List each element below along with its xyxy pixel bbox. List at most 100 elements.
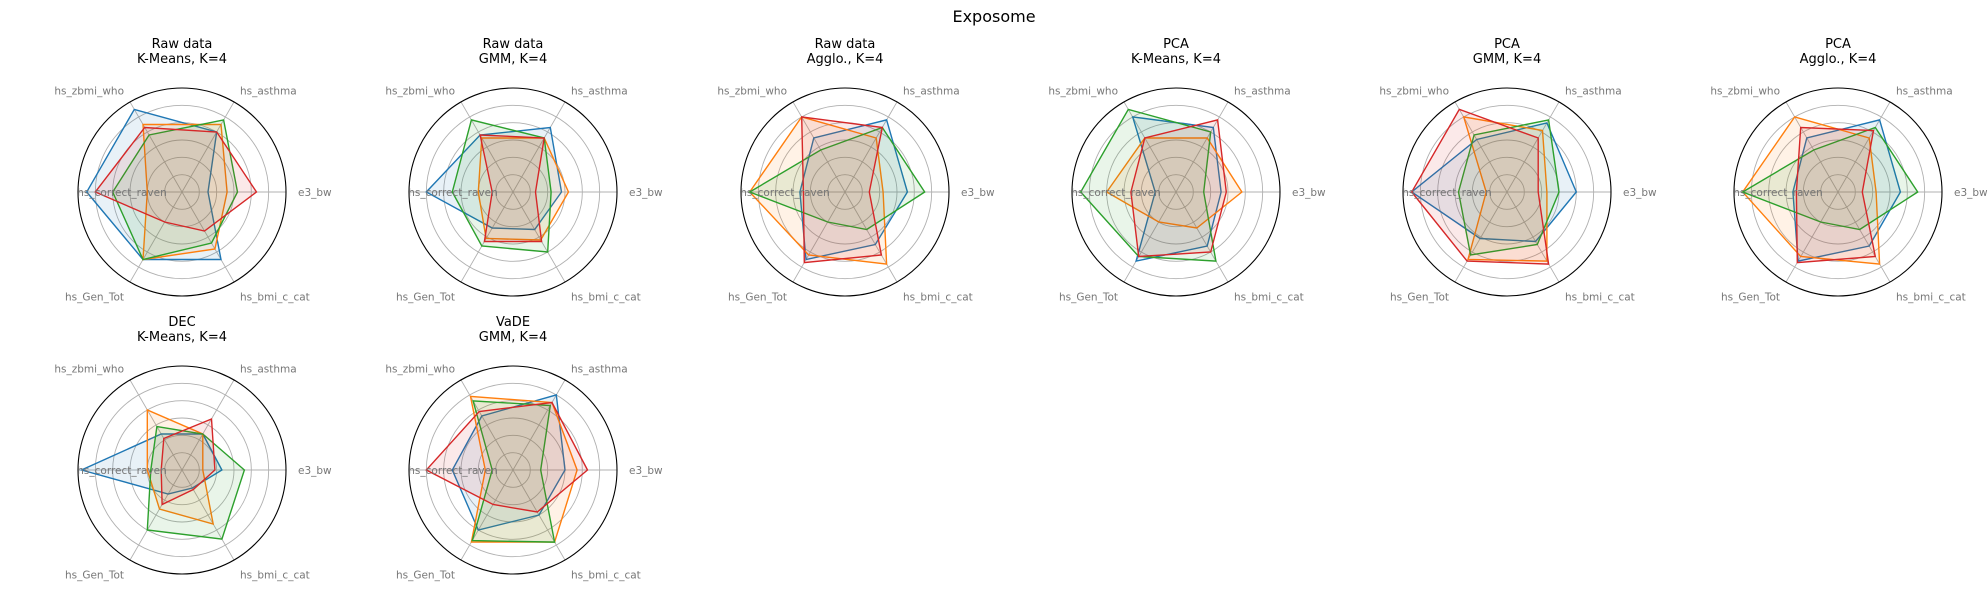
axis-label: hs_zbmi_who [1710, 86, 1780, 98]
axis-label: hs_zbmi_who [717, 86, 787, 98]
axis-label: e3_bw [961, 187, 995, 199]
figure-title: Exposome [952, 7, 1035, 26]
axis-label: hs_zbmi_who [54, 86, 124, 98]
series-polygon-4 [160, 417, 216, 506]
polar-frame [1402, 87, 1612, 297]
axis-label: hs_Gen_Tot [1721, 291, 1780, 303]
axis-spoke [1506, 191, 1560, 283]
series-polygon-4 [800, 116, 884, 264]
polar-frame [408, 365, 618, 575]
series-polygon-3 [471, 400, 556, 543]
axis-label: e3_bw [298, 187, 332, 199]
axis-label: hs_Gen_Tot [728, 291, 787, 303]
series-polygon-2 [142, 123, 228, 261]
axis-label: hs_Gen_Tot [1059, 291, 1118, 303]
axis-spoke [1175, 101, 1229, 193]
axis-label: hs_correct_raven [740, 187, 829, 199]
axis-label: hs_zbmi_who [385, 364, 455, 376]
axis-label: hs_correct_raven [1402, 187, 1491, 199]
axis-spoke [1785, 191, 1839, 283]
radar-panel: e3_bw hs_asthma hs_zbmi_who hs_correct_rave… [385, 37, 663, 303]
polar-frame [77, 87, 287, 297]
axis-label: hs_bmi_c_cat [1565, 291, 1635, 303]
axis-label: hs_Gen_Tot [65, 569, 124, 581]
axis-spoke [181, 379, 235, 471]
axis-label: e3_bw [1623, 187, 1657, 199]
axis-label: hs_zbmi_who [385, 86, 455, 98]
series-polygon-4 [1410, 108, 1550, 265]
axis-spoke [512, 191, 566, 283]
axis-label: hs_bmi_c_cat [571, 291, 641, 303]
axis-spoke [460, 101, 514, 193]
axis-label: hs_asthma [903, 86, 960, 98]
polar-frame [1733, 87, 1943, 297]
radar-panel: e3_bw hs_asthma hs_zbmi_who hs_correct_rave… [54, 37, 332, 303]
subplot-title: Raw data K-Means, K=4 [137, 37, 227, 67]
series-polygon-2 [1462, 116, 1548, 262]
series-polygon-4 [1795, 126, 1877, 264]
series-polygon-2 [1105, 137, 1243, 229]
axis-spoke [460, 469, 514, 561]
axis-label: hs_asthma [240, 86, 297, 98]
axis-label: hs_bmi_c_cat [240, 569, 310, 581]
series-polygon-3 [1741, 126, 1919, 231]
axis-spoke [129, 469, 183, 561]
series-polygon-3 [111, 119, 239, 261]
axis-label: hs_asthma [1234, 86, 1291, 98]
axis-label: hs_correct_raven [77, 187, 166, 199]
series-polygon-1 [425, 126, 563, 231]
series-polygon-1 [1131, 116, 1222, 263]
axis-label: hs_bmi_c_cat [571, 569, 641, 581]
series-polygon-1 [1792, 119, 1902, 262]
axis-spoke [129, 379, 183, 471]
axis-spoke [129, 191, 183, 283]
axis-label: hs_asthma [571, 364, 628, 376]
polar-frame [77, 365, 287, 575]
axis-label: hs_zbmi_who [54, 364, 124, 376]
axis-spoke [1837, 101, 1891, 193]
axis-spoke [1454, 191, 1508, 283]
axis-label: hs_asthma [1565, 86, 1622, 98]
subplot-title: PCA Agglo., K=4 [1800, 37, 1877, 67]
axis-label: e3_bw [629, 187, 663, 199]
axis-label: hs_asthma [1896, 86, 1953, 98]
axis-label: e3_bw [298, 465, 332, 477]
axis-spoke [460, 191, 514, 283]
axis-spoke [1506, 101, 1560, 193]
subplot-title: Raw data GMM, K=4 [479, 37, 547, 67]
series-polygon-4 [425, 401, 589, 513]
axis-label: hs_correct_raven [1071, 187, 1160, 199]
axis-label: hs_correct_raven [77, 465, 166, 477]
axis-spoke [181, 469, 235, 561]
subplot-title: PCA K-Means, K=4 [1131, 37, 1221, 67]
radar-panel: e3_bw hs_asthma hs_zbmi_who hs_correct_rave… [1379, 37, 1657, 303]
axis-label: hs_Gen_Tot [396, 291, 455, 303]
axis-spoke [181, 191, 235, 283]
axis-label: hs_zbmi_who [1048, 86, 1118, 98]
axis-spoke [844, 191, 898, 283]
series-polygon-4 [1130, 119, 1228, 258]
axis-spoke [1123, 191, 1177, 283]
series-polygon-4 [479, 134, 546, 243]
axis-spoke [512, 101, 566, 193]
axis-spoke [129, 101, 183, 193]
series-polygon-3 [1079, 108, 1217, 262]
axis-label: hs_correct_raven [408, 465, 497, 477]
axis-label: hs_Gen_Tot [1390, 291, 1449, 303]
axis-spoke [181, 101, 235, 193]
polar-frame [408, 87, 618, 297]
axis-label: hs_bmi_c_cat [240, 291, 310, 303]
axis-label: hs_zbmi_who [1379, 86, 1449, 98]
axis-label: hs_asthma [571, 86, 628, 98]
radar-panel: e3_bw hs_asthma hs_zbmi_who hs_correct_rave… [385, 315, 663, 581]
axis-spoke [1837, 191, 1891, 283]
subplot-title: VaDE GMM, K=4 [479, 315, 547, 345]
radar-panel: e3_bw hs_asthma hs_zbmi_who hs_correct_rave… [1710, 37, 1988, 303]
axis-label: hs_bmi_c_cat [1896, 291, 1966, 303]
polar-frame [1071, 87, 1281, 297]
axis-label: hs_asthma [240, 364, 297, 376]
series-polygon-3 [1457, 119, 1560, 256]
axis-label: hs_bmi_c_cat [1234, 291, 1304, 303]
axis-label: hs_correct_raven [1733, 187, 1822, 199]
